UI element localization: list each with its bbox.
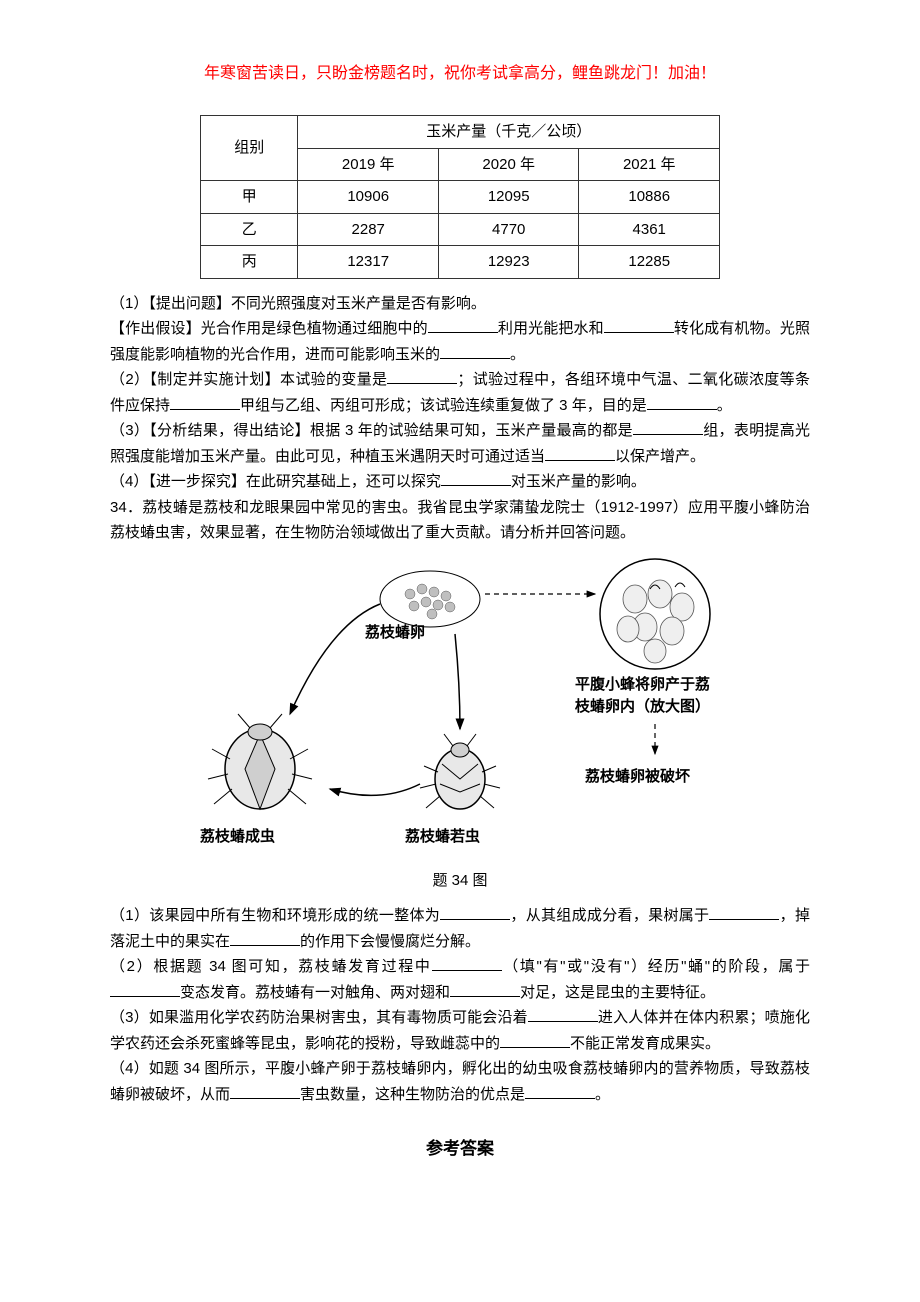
td-group: 丙 (201, 246, 298, 279)
fill-blank (230, 930, 300, 946)
q33-p3-label: （2）【制定并实施计划】 (110, 371, 280, 388)
text-frag: （填"有"或"没有"）经历"蛹"的阶段，属于 (502, 958, 810, 975)
text-frag: 害虫数量，这种生物防治的优点是 (300, 1086, 525, 1103)
q33-p1: （1）【提出问题】不同光照强度对玉米产量是否有影响。 (110, 291, 810, 317)
q33-p4-label: （3）【分析结果，得出结论】 (110, 422, 310, 439)
text-frag: 。 (717, 397, 732, 414)
fill-blank (230, 1083, 300, 1099)
fill-blank (170, 394, 240, 410)
td-group: 甲 (201, 181, 298, 214)
td-value: 2287 (298, 213, 439, 246)
th-group: 组别 (201, 116, 298, 181)
th-year: 2019 年 (298, 148, 439, 181)
text-frag: 对足，这是昆虫的主要特征。 (520, 984, 715, 1001)
q33-p3: （2）【制定并实施计划】本试验的变量是；试验过程中，各组环境中气温、二氧化碳浓度… (110, 367, 810, 418)
text-frag: 以保产增产。 (615, 448, 705, 465)
label-magnified-b: 枝蝽卵内（放大图） (575, 694, 710, 720)
fill-blank (709, 904, 779, 920)
text-frag: 。 (510, 346, 525, 363)
header-banner: 年寒窗苦读日，只盼金榜题名时，祝你考试拿高分，鲤鱼跳龙门！加油！ (110, 60, 810, 87)
text-frag: （3）如果滥用化学农药防治果树害虫，其有毒物质可能会沿着 (110, 1009, 528, 1026)
fill-blank (500, 1032, 570, 1048)
text-frag: ，从其组成成分看，果树属于 (510, 907, 709, 924)
td-value: 10906 (298, 181, 439, 214)
fill-blank (428, 317, 498, 333)
td-value: 4361 (579, 213, 720, 246)
td-value: 12285 (579, 246, 720, 279)
th-year: 2021 年 (579, 148, 720, 181)
table-row: 组别 玉米产量（千克／公顷） (201, 116, 720, 149)
q33-p1-text: 不同光照强度对玉米产量是否有影响。 (231, 295, 486, 312)
q34-p1: （1）该果园中所有生物和环境形成的统一整体为，从其组成成分看，果树属于，掉落泥土… (110, 903, 810, 954)
fill-blank (450, 981, 520, 997)
fill-blank (441, 470, 511, 486)
q33-p5: （4）【进一步探究】在此研究基础上，还可以探究 对玉米产量的影响。 (110, 469, 810, 495)
q33-p1-label: （1）【提出问题】 (110, 295, 231, 312)
text-frag: 不能正常发育成果实。 (570, 1035, 720, 1052)
q34-p2: （2）根据题 34 图可知，荔枝蝽发育过程中 （填"有"或"没有"）经历"蛹"的阶… (110, 954, 810, 1005)
th-yield: 玉米产量（千克／公顷） (298, 116, 720, 149)
diagram-caption: 题 34 图 (110, 868, 810, 894)
fill-blank (387, 368, 457, 384)
text-frag: 本试验的变量是 (280, 371, 387, 388)
td-group: 乙 (201, 213, 298, 246)
q33-p5-label: （4）【进一步探究】 (110, 473, 246, 490)
label-adult: 荔枝蝽成虫 (200, 824, 275, 850)
td-value: 10886 (579, 181, 720, 214)
table-row: 乙 2287 4770 4361 (201, 213, 720, 246)
label-nymph: 荔枝蝽若虫 (405, 824, 480, 850)
fill-blank (432, 955, 502, 971)
fill-blank (633, 419, 703, 435)
fill-blank (110, 981, 180, 997)
q33-p2-label: 【作出假设】 (110, 320, 201, 337)
fill-blank (525, 1083, 595, 1099)
q33-p2: 【作出假设】光合作用是绿色植物通过细胞中的利用光能把水和转化成有机物。光照强度能… (110, 316, 810, 367)
text-frag: 变态发育。荔枝蝽有一对触角、两对翅和 (180, 984, 450, 1001)
fill-blank (440, 904, 510, 920)
td-value: 4770 (438, 213, 579, 246)
text-frag: 根据 3 年的试验结果可知，玉米产量最高的都是 (310, 422, 633, 439)
table-row: 甲 10906 12095 10886 (201, 181, 720, 214)
text-frag: （1）该果园中所有生物和环境形成的统一整体为 (110, 907, 440, 924)
text-frag: 。 (595, 1086, 610, 1103)
label-egg: 荔枝蝽卵 (365, 620, 425, 646)
td-value: 12095 (438, 181, 579, 214)
fill-blank (647, 394, 717, 410)
q34-p3: （3）如果滥用化学农药防治果树害虫，其有毒物质可能会沿着进入人体并在体内积累；喷… (110, 1005, 810, 1056)
fill-blank (545, 445, 615, 461)
table-row: 丙 12317 12923 12285 (201, 246, 720, 279)
text-frag: 光合作用是绿色植物通过细胞中的 (201, 320, 428, 337)
th-year: 2020 年 (438, 148, 579, 181)
td-value: 12923 (438, 246, 579, 279)
q34-intro: 34．荔枝蝽是荔枝和龙眼果园中常见的害虫。我省昆虫学家蒲蛰龙院士（1912-19… (110, 495, 810, 546)
text-frag: 甲组与乙组、丙组可形成；该试验连续重复做了 3 年，目的是 (240, 397, 647, 414)
text-frag: 的作用下会慢慢腐烂分解。 (300, 933, 480, 950)
text-frag: 利用光能把水和 (498, 320, 604, 337)
fill-blank (528, 1006, 598, 1022)
q33-p4: （3）【分析结果，得出结论】根据 3 年的试验结果可知，玉米产量最高的都是组，表… (110, 418, 810, 469)
text-frag: （2）根据题 34 图可知，荔枝蝽发育过程中 (110, 958, 432, 975)
fill-blank (440, 343, 510, 359)
fill-blank (604, 317, 674, 333)
q34-p4: （4）如题 34 图所示，平腹小蜂产卵于荔枝蝽卵内，孵化出的幼虫吸食荔枝蝽卵内的… (110, 1056, 810, 1107)
label-destroyed: 荔枝蝽卵被破坏 (585, 764, 690, 790)
q34-diagram: 荔枝蝽卵 荔枝蝽成虫 荔枝蝽若虫 平腹小蜂将卵产于荔 枝蝽卵内（放大图） 荔枝蝽… (180, 554, 740, 864)
text-frag: 对玉米产量的影响。 (511, 473, 646, 490)
answers-heading: 参考答案 (110, 1135, 810, 1164)
td-value: 12317 (298, 246, 439, 279)
yield-table: 组别 玉米产量（千克／公顷） 2019 年 2020 年 2021 年 甲 10… (200, 115, 720, 279)
text-frag: 在此研究基础上，还可以探究 (246, 473, 441, 490)
